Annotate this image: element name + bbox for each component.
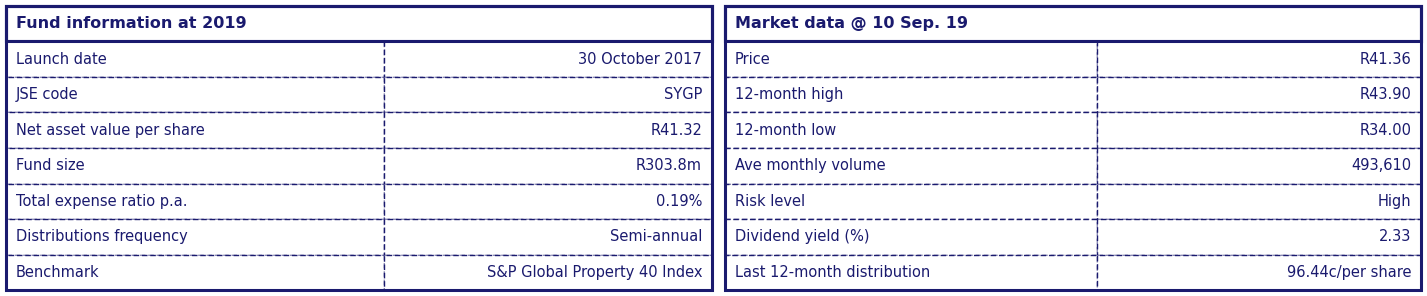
Bar xyxy=(6,6,712,290)
Bar xyxy=(725,77,1097,112)
Bar xyxy=(384,219,712,255)
Bar xyxy=(384,77,712,112)
Text: Last 12-month distribution: Last 12-month distribution xyxy=(735,265,930,280)
Text: R41.32: R41.32 xyxy=(651,123,702,138)
Text: Dividend yield (%): Dividend yield (%) xyxy=(735,229,869,244)
Text: Net asset value per share: Net asset value per share xyxy=(16,123,204,138)
Text: 12-month high: 12-month high xyxy=(735,87,843,102)
Text: Ave monthly volume: Ave monthly volume xyxy=(735,158,886,173)
Bar xyxy=(6,41,384,77)
Text: Launch date: Launch date xyxy=(16,52,107,67)
Bar xyxy=(6,112,384,148)
Bar xyxy=(6,148,384,184)
Bar xyxy=(725,6,1421,290)
Text: 96.44c/per share: 96.44c/per share xyxy=(1287,265,1411,280)
Bar xyxy=(725,219,1097,255)
Bar xyxy=(6,6,712,41)
Text: 30 October 2017: 30 October 2017 xyxy=(578,52,702,67)
Text: 2.33: 2.33 xyxy=(1378,229,1411,244)
Bar xyxy=(1097,184,1421,219)
Bar xyxy=(1097,112,1421,148)
Text: Distributions frequency: Distributions frequency xyxy=(16,229,187,244)
Bar xyxy=(1097,219,1421,255)
Text: 0.19%: 0.19% xyxy=(656,194,702,209)
Bar xyxy=(384,41,712,77)
Bar xyxy=(384,255,712,290)
Bar xyxy=(725,41,1097,77)
Bar xyxy=(6,6,712,41)
Text: SYGP: SYGP xyxy=(664,87,702,102)
Bar xyxy=(6,219,384,255)
Text: Semi-annual: Semi-annual xyxy=(609,229,702,244)
Bar xyxy=(725,112,1097,148)
Bar xyxy=(1097,41,1421,77)
Bar xyxy=(384,112,712,148)
Text: Market data @ 10 Sep. 19: Market data @ 10 Sep. 19 xyxy=(735,16,968,31)
Bar xyxy=(725,255,1097,290)
Text: 493,610: 493,610 xyxy=(1351,158,1411,173)
Text: 12-month low: 12-month low xyxy=(735,123,836,138)
Bar xyxy=(725,148,1097,184)
Text: Fund size: Fund size xyxy=(16,158,84,173)
Text: R34.00: R34.00 xyxy=(1360,123,1411,138)
Bar xyxy=(384,184,712,219)
Text: S&P Global Property 40 Index: S&P Global Property 40 Index xyxy=(487,265,702,280)
Text: R43.90: R43.90 xyxy=(1360,87,1411,102)
Bar xyxy=(1097,77,1421,112)
Bar xyxy=(6,184,384,219)
Bar xyxy=(1097,255,1421,290)
Text: Benchmark: Benchmark xyxy=(16,265,100,280)
Text: R303.8m: R303.8m xyxy=(636,158,702,173)
Bar xyxy=(725,6,1421,41)
Bar xyxy=(725,184,1097,219)
Bar xyxy=(725,6,1421,41)
Text: Risk level: Risk level xyxy=(735,194,805,209)
Bar xyxy=(384,148,712,184)
Bar xyxy=(6,77,384,112)
Text: High: High xyxy=(1377,194,1411,209)
Bar xyxy=(6,255,384,290)
Text: JSE code: JSE code xyxy=(16,87,78,102)
Text: Total expense ratio p.a.: Total expense ratio p.a. xyxy=(16,194,187,209)
Text: Price: Price xyxy=(735,52,771,67)
Bar xyxy=(1097,148,1421,184)
Text: Fund information at 2019: Fund information at 2019 xyxy=(16,16,247,31)
Text: R41.36: R41.36 xyxy=(1360,52,1411,67)
